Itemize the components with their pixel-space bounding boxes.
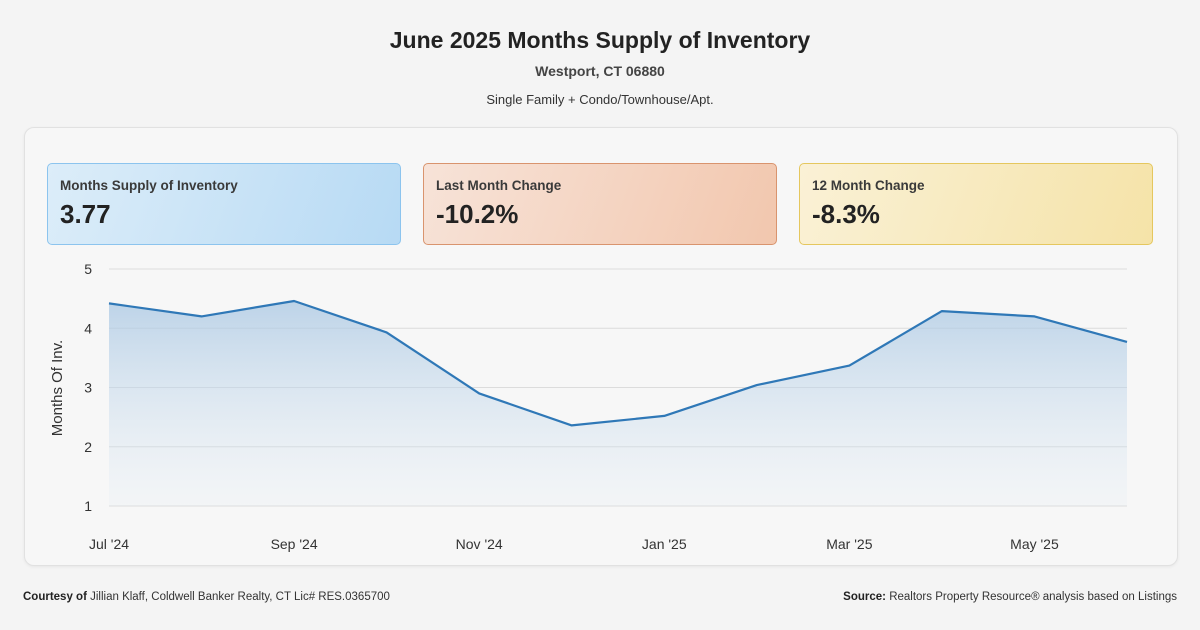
chart-title: June 2025 Months Supply of Inventory [389, 27, 811, 53]
card-12-month-change: 12 Month Change -8.3% [799, 163, 1153, 245]
card-last-month-change: Last Month Change -10.2% [423, 163, 777, 245]
x-tick-label: Nov '24 [456, 536, 503, 552]
card-label: 12 Month Change [812, 178, 925, 193]
source-label: Source: [843, 591, 886, 603]
card-value: -10.2% [436, 199, 519, 229]
series-line [108, 299, 1128, 427]
x-tick-label: Jul '24 [89, 536, 129, 552]
y-tick-label: 5 [84, 261, 92, 277]
card-value: -8.3% [812, 199, 880, 229]
courtesy-label: Courtesy of [23, 591, 87, 603]
y-tick-label: 2 [84, 439, 92, 455]
x-tick-label: Sep '24 [271, 536, 318, 552]
location-subtitle: Westport, CT 06880 [535, 63, 665, 79]
y-tick-label: 4 [84, 320, 92, 336]
x-tick-label: Jan '25 [642, 536, 687, 552]
card-label: Last Month Change [436, 178, 562, 193]
x-tick-label: Mar '25 [826, 536, 872, 552]
card-label: Months Supply of Inventory [60, 178, 238, 193]
card-value: 3.77 [60, 199, 111, 229]
courtesy-text: Jillian Klaff, Coldwell Banker Realty, C… [90, 591, 390, 603]
footer-source: Source: Realtors Property Resource® anal… [843, 591, 1177, 603]
footer-courtesy: Courtesy of Jillian Klaff, Coldwell Bank… [23, 591, 390, 603]
property-types: Single Family + Condo/Townhouse/Apt. [486, 92, 714, 107]
y-tick-label: 1 [84, 498, 92, 514]
series-area [109, 301, 1127, 506]
y-axis-label: Months Of Inv. [49, 340, 66, 436]
y-tick-label: 3 [84, 380, 92, 396]
x-tick-label: May '25 [1010, 536, 1059, 552]
card-months-supply: Months Supply of Inventory 3.77 [47, 163, 401, 245]
source-text: Realtors Property Resource® analysis bas… [889, 591, 1177, 603]
